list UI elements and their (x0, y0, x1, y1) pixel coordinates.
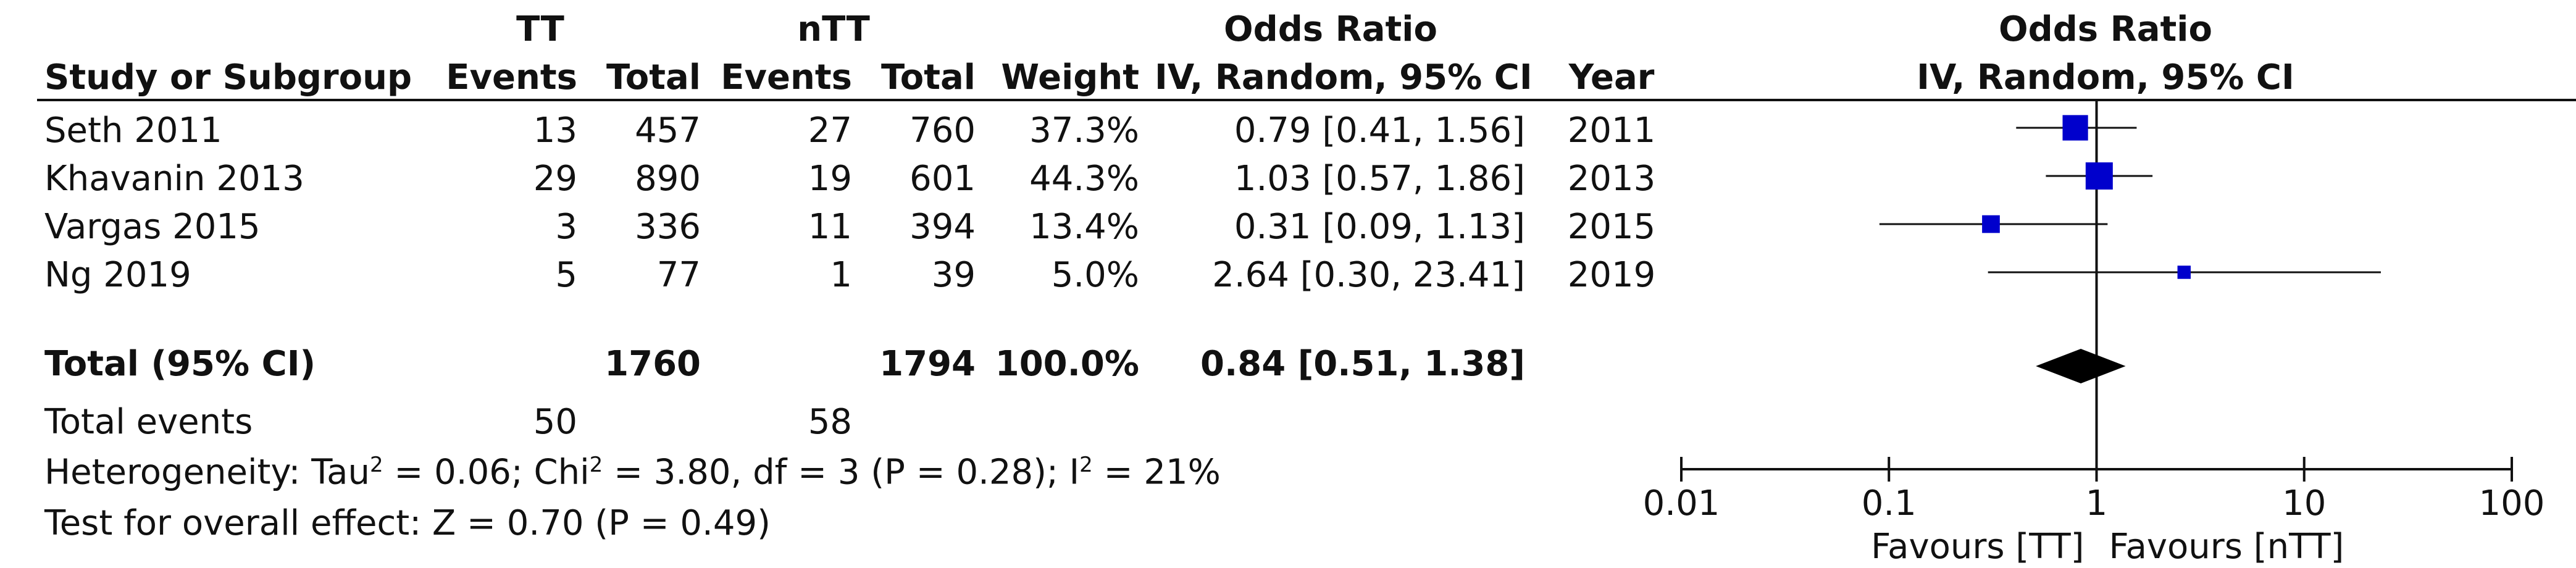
plot-header-subtitle: IV, Random, 95% CI (1917, 57, 2294, 98)
year: 2015 (1567, 207, 1656, 247)
year: 2011 (1567, 111, 1656, 151)
ntt-events-header: Events (721, 57, 852, 98)
year: 2019 (1567, 255, 1656, 295)
x-tick-label: 10 (2282, 483, 2326, 524)
ntt-events: 1 (830, 255, 852, 295)
tt-total: 890 (635, 159, 701, 199)
ntt-events: 19 (808, 159, 852, 199)
study-marker (2062, 115, 2088, 141)
ntt-total: 760 (910, 111, 976, 151)
ntt-events: 27 (808, 111, 852, 151)
x-tick-label: 0.01 (1643, 483, 1720, 524)
tt-events-header: Events (446, 57, 577, 98)
or-ci-header: IV, Random, 95% CI (1155, 57, 1533, 98)
total-weight: 100.0% (995, 344, 1139, 384)
tt-total-header: Total (606, 57, 701, 98)
ntt-total: 394 (910, 207, 976, 247)
tt-total: 77 (656, 255, 701, 295)
tt-total: 336 (635, 207, 701, 247)
study-name: Ng 2019 (44, 255, 191, 295)
weight: 37.3% (1029, 111, 1139, 151)
total-events-label: Total events (44, 402, 253, 442)
study-name: Seth 2011 (44, 111, 222, 151)
or-ci: 0.31 [0.09, 1.13] (1234, 207, 1525, 247)
pooled-or-ci: 0.84 [0.51, 1.38] (1200, 344, 1525, 384)
or-ci: 2.64 [0.30, 23.41] (1212, 255, 1525, 295)
x-tick-label: 100 (2479, 483, 2545, 524)
x-tick-label: 0.1 (1862, 483, 1917, 524)
tt-events: 3 (555, 207, 577, 247)
study-name: Vargas 2015 (44, 207, 261, 247)
x-tick-label: 1 (2086, 483, 2108, 524)
study-marker (2085, 162, 2113, 190)
year: 2013 (1567, 159, 1656, 199)
favours-left-label: Favours [TT] (1871, 527, 2084, 567)
tt-total-sum: 1760 (604, 344, 701, 384)
favours-right-label: Favours [nTT] (2109, 527, 2344, 567)
total-label: Total (95% CI) (44, 344, 316, 384)
weight-header: Weight (1001, 57, 1139, 98)
ntt-total-sum: 1794 (879, 344, 976, 384)
heterogeneity-text: Heterogeneity: Tau2 = 0.06; Chi2 = 3.80,… (44, 452, 1221, 493)
plot-header-title: Odds Ratio (1999, 9, 2212, 49)
header-divider (37, 99, 2576, 101)
study-marker (2177, 265, 2191, 279)
tt-group-header: TT (516, 9, 564, 49)
study-name: Khavanin 2013 (44, 159, 304, 199)
ntt-total-header: Total (881, 57, 976, 98)
tt-events: 13 (533, 111, 577, 151)
ntt-events: 11 (808, 207, 852, 247)
ntt-events-sum: 58 (808, 402, 852, 442)
tt-events: 29 (533, 159, 577, 199)
study-column-header: Study or Subgroup (44, 57, 412, 98)
weight: 44.3% (1029, 159, 1139, 199)
tt-events: 5 (555, 255, 577, 295)
weight: 13.4% (1029, 207, 1139, 247)
year-header: Year (1568, 57, 1655, 98)
study-marker (1982, 215, 2000, 233)
ntt-total: 39 (931, 255, 976, 295)
ntt-group-header: nTT (797, 9, 870, 49)
ntt-total: 601 (910, 159, 976, 199)
odds-ratio-group-header: Odds Ratio (1224, 9, 1437, 49)
or-ci: 1.03 [0.57, 1.86] (1234, 159, 1525, 199)
tt-total: 457 (635, 111, 701, 151)
pooled-diamond (2036, 349, 2126, 383)
weight: 5.0% (1051, 255, 1139, 295)
or-ci: 0.79 [0.41, 1.56] (1234, 111, 1525, 151)
tt-events-sum: 50 (533, 402, 577, 442)
overall-effect-text: Test for overall effect: Z = 0.70 (P = 0… (44, 503, 771, 543)
